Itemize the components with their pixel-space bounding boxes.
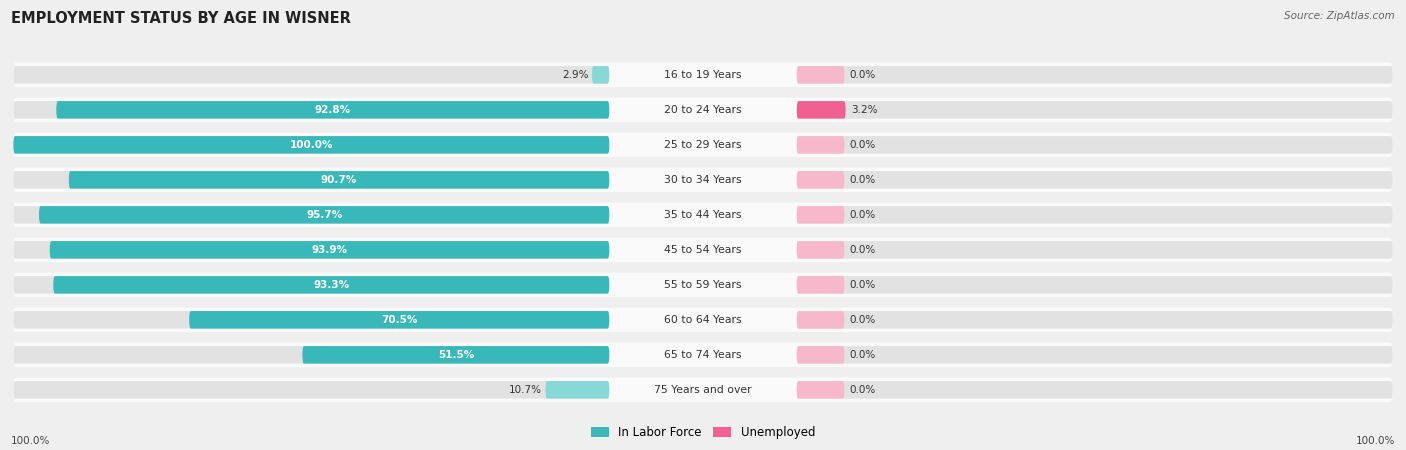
Text: 0.0%: 0.0%	[849, 210, 876, 220]
FancyBboxPatch shape	[14, 273, 1392, 297]
FancyBboxPatch shape	[14, 136, 609, 153]
Text: 35 to 44 Years: 35 to 44 Years	[664, 210, 742, 220]
Text: 100.0%: 100.0%	[1355, 436, 1395, 446]
FancyBboxPatch shape	[797, 171, 845, 189]
FancyBboxPatch shape	[797, 101, 845, 119]
Text: 45 to 54 Years: 45 to 54 Years	[664, 245, 742, 255]
Text: 0.0%: 0.0%	[849, 280, 876, 290]
Text: 0.0%: 0.0%	[849, 140, 876, 150]
FancyBboxPatch shape	[14, 101, 609, 119]
FancyBboxPatch shape	[797, 66, 1392, 84]
FancyBboxPatch shape	[14, 202, 1392, 227]
FancyBboxPatch shape	[14, 238, 1392, 262]
Text: 30 to 34 Years: 30 to 34 Years	[664, 175, 742, 185]
FancyBboxPatch shape	[14, 342, 1392, 367]
FancyBboxPatch shape	[14, 308, 1392, 332]
FancyBboxPatch shape	[14, 206, 609, 224]
FancyBboxPatch shape	[14, 167, 1392, 192]
FancyBboxPatch shape	[797, 276, 1392, 293]
Text: 2.9%: 2.9%	[562, 70, 589, 80]
Text: 70.5%: 70.5%	[381, 315, 418, 325]
FancyBboxPatch shape	[39, 206, 609, 224]
FancyBboxPatch shape	[56, 101, 609, 119]
FancyBboxPatch shape	[69, 171, 609, 189]
FancyBboxPatch shape	[14, 276, 609, 293]
FancyBboxPatch shape	[797, 101, 1392, 119]
Text: 0.0%: 0.0%	[849, 350, 876, 360]
Text: 0.0%: 0.0%	[849, 175, 876, 185]
FancyBboxPatch shape	[797, 276, 845, 293]
FancyBboxPatch shape	[797, 241, 845, 259]
FancyBboxPatch shape	[797, 311, 1392, 328]
Text: 92.8%: 92.8%	[315, 105, 352, 115]
FancyBboxPatch shape	[14, 381, 609, 399]
FancyBboxPatch shape	[53, 276, 609, 293]
Text: 25 to 29 Years: 25 to 29 Years	[664, 140, 742, 150]
FancyBboxPatch shape	[49, 241, 609, 259]
FancyBboxPatch shape	[797, 381, 1392, 399]
Legend: In Labor Force, Unemployed: In Labor Force, Unemployed	[586, 422, 820, 444]
Text: Source: ZipAtlas.com: Source: ZipAtlas.com	[1284, 11, 1395, 21]
FancyBboxPatch shape	[14, 378, 1392, 402]
FancyBboxPatch shape	[797, 206, 1392, 224]
Text: 65 to 74 Years: 65 to 74 Years	[664, 350, 742, 360]
Text: 100.0%: 100.0%	[11, 436, 51, 446]
Text: 55 to 59 Years: 55 to 59 Years	[664, 280, 742, 290]
FancyBboxPatch shape	[797, 346, 1392, 364]
Text: 0.0%: 0.0%	[849, 70, 876, 80]
Text: 100.0%: 100.0%	[290, 140, 333, 150]
FancyBboxPatch shape	[14, 346, 609, 364]
FancyBboxPatch shape	[797, 136, 1392, 153]
Text: 93.3%: 93.3%	[314, 280, 349, 290]
FancyBboxPatch shape	[302, 346, 609, 364]
FancyBboxPatch shape	[190, 311, 609, 328]
FancyBboxPatch shape	[797, 136, 845, 153]
FancyBboxPatch shape	[797, 171, 1392, 189]
Text: 20 to 24 Years: 20 to 24 Years	[664, 105, 742, 115]
FancyBboxPatch shape	[797, 381, 845, 399]
Text: 95.7%: 95.7%	[307, 210, 342, 220]
FancyBboxPatch shape	[14, 311, 609, 328]
FancyBboxPatch shape	[797, 311, 845, 328]
Text: 0.0%: 0.0%	[849, 385, 876, 395]
FancyBboxPatch shape	[797, 346, 845, 364]
Text: 3.2%: 3.2%	[851, 105, 877, 115]
Text: 10.7%: 10.7%	[509, 385, 543, 395]
Text: 60 to 64 Years: 60 to 64 Years	[664, 315, 742, 325]
FancyBboxPatch shape	[14, 63, 1392, 87]
FancyBboxPatch shape	[14, 133, 1392, 157]
Text: 16 to 19 Years: 16 to 19 Years	[664, 70, 742, 80]
FancyBboxPatch shape	[797, 206, 845, 224]
FancyBboxPatch shape	[14, 98, 1392, 122]
FancyBboxPatch shape	[14, 136, 609, 153]
FancyBboxPatch shape	[797, 66, 845, 84]
FancyBboxPatch shape	[592, 66, 609, 84]
Text: 90.7%: 90.7%	[321, 175, 357, 185]
Text: EMPLOYMENT STATUS BY AGE IN WISNER: EMPLOYMENT STATUS BY AGE IN WISNER	[11, 11, 352, 26]
Text: 93.9%: 93.9%	[312, 245, 347, 255]
FancyBboxPatch shape	[14, 241, 609, 259]
FancyBboxPatch shape	[797, 241, 1392, 259]
Text: 75 Years and over: 75 Years and over	[654, 385, 752, 395]
FancyBboxPatch shape	[14, 66, 609, 84]
Text: 51.5%: 51.5%	[437, 350, 474, 360]
Text: 0.0%: 0.0%	[849, 315, 876, 325]
FancyBboxPatch shape	[546, 381, 609, 399]
Text: 0.0%: 0.0%	[849, 245, 876, 255]
FancyBboxPatch shape	[14, 171, 609, 189]
